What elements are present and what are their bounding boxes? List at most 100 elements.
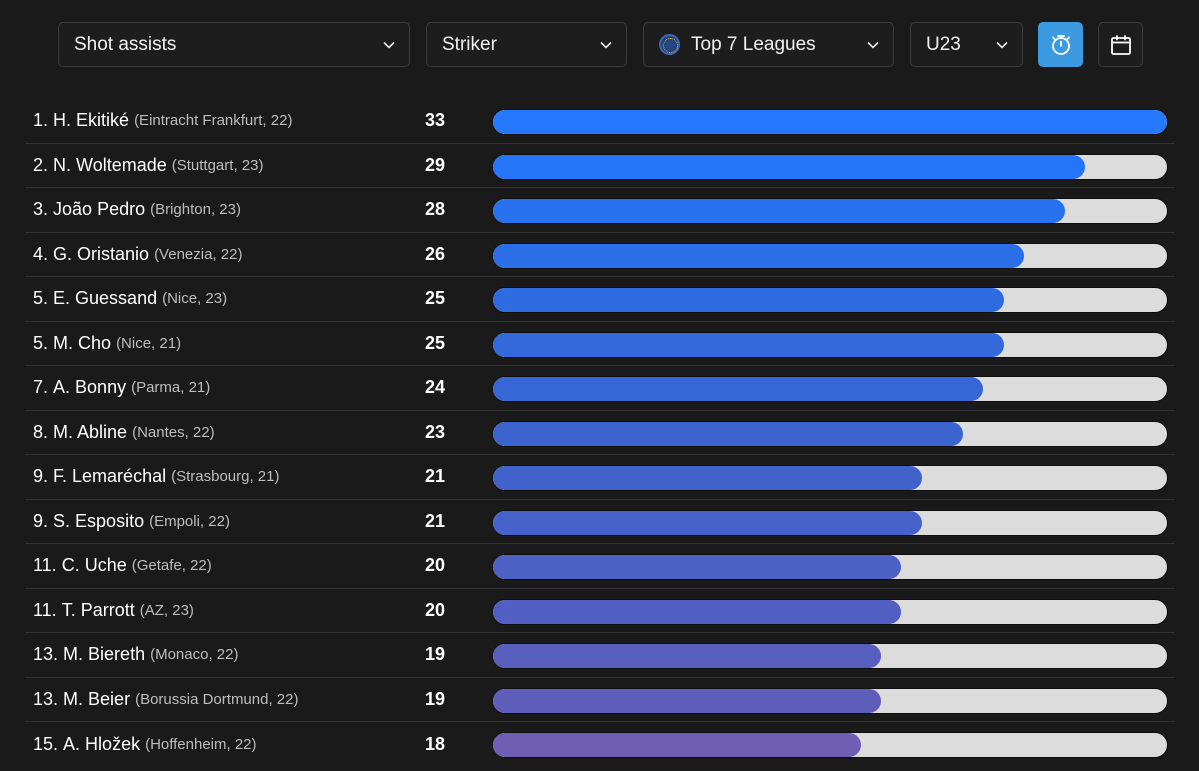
player-label[interactable]: 11. T. Parrott (AZ, 23)	[33, 589, 194, 633]
value-bar-fill	[493, 688, 882, 713]
player-rank: 11.	[33, 555, 57, 576]
player-meta: (Empoli, 22)	[149, 512, 230, 530]
value-bar-track	[492, 643, 1168, 669]
per-90-toggle-button[interactable]	[1038, 22, 1083, 67]
player-value: 19	[424, 688, 446, 709]
player-meta: (Nice, 23)	[162, 290, 228, 308]
value-bar-track	[492, 687, 1168, 714]
value-bar-track	[492, 331, 1168, 358]
player-name: M. Cho	[53, 332, 112, 353]
value-bar-fill	[493, 644, 882, 668]
league-select-value: Top 7 Leagues	[691, 33, 816, 55]
player-rank: 8.	[33, 421, 49, 442]
player-row[interactable]: 13. M. Biereth (Monaco, 22) 19	[25, 633, 1175, 678]
player-row[interactable]: 13. M. Beier (Borussia Dortmund, 22) 19	[25, 678, 1175, 722]
calendar-icon	[1110, 34, 1131, 55]
player-label[interactable]: 7. A. Bonny (Parma, 21)	[33, 366, 210, 410]
season-calendar-button[interactable]	[1098, 22, 1143, 67]
position-select[interactable]: Striker	[426, 22, 627, 67]
age-select[interactable]: U23	[910, 22, 1023, 67]
player-row[interactable]: 1. H. Ekitiké (Eintracht Frankfurt, 22) 33	[25, 99, 1175, 144]
player-label[interactable]: 13. M. Beier (Borussia Dortmund, 22)	[33, 678, 298, 722]
player-meta: (Eintracht Frankfurt, 22)	[134, 112, 293, 130]
chevron-down-icon	[867, 41, 879, 49]
player-row[interactable]: 5. M. Cho (Nice, 21) 25	[25, 322, 1175, 366]
player-label[interactable]: 8. M. Abline (Nantes, 22)	[33, 411, 215, 455]
player-meta: (Hoffenheim, 22)	[145, 735, 257, 753]
player-name: N. Woltemade	[53, 154, 167, 175]
player-label[interactable]: 5. M. Cho (Nice, 21)	[33, 322, 181, 366]
player-value: 26	[424, 243, 446, 264]
player-name: H. Ekitiké	[53, 110, 130, 131]
player-label[interactable]: 2. N. Woltemade (Stuttgart, 23)	[33, 144, 263, 188]
player-label[interactable]: 4. G. Oristanio (Venezia, 22)	[33, 233, 242, 277]
player-row[interactable]: 9. S. Esposito (Empoli, 22) 21	[25, 500, 1175, 544]
player-name: M. Biereth	[63, 644, 146, 665]
value-bar-fill	[493, 599, 902, 624]
player-name: G. Oristanio	[53, 243, 150, 264]
player-label[interactable]: 15. A. Hložek (Hoffenheim, 22)	[33, 722, 257, 767]
player-label[interactable]: 5. E. Guessand (Nice, 23)	[33, 277, 227, 321]
player-meta: (Stuttgart, 23)	[171, 156, 264, 174]
player-rank: 7.	[33, 377, 49, 398]
value-bar-track	[492, 287, 1168, 313]
value-bar-track	[492, 732, 1168, 758]
position-select-value: Striker	[442, 33, 497, 55]
player-row[interactable]: 3. João Pedro (Brighton, 23) 28	[25, 188, 1175, 233]
globe-icon	[659, 34, 680, 55]
player-rank: 11.	[33, 599, 57, 620]
value-bar-track	[492, 509, 1168, 536]
player-row[interactable]: 2. N. Woltemade (Stuttgart, 23) 29	[25, 144, 1175, 188]
player-label[interactable]: 3. João Pedro (Brighton, 23)	[33, 188, 241, 232]
player-row[interactable]: 11. C. Uche (Getafe, 22) 20	[25, 544, 1175, 589]
value-bar-fill	[493, 421, 963, 446]
player-name: A. Hložek	[63, 733, 141, 754]
value-bar-fill	[493, 377, 984, 401]
player-name: T. Parrott	[61, 599, 135, 620]
player-row[interactable]: 9. F. Lemaréchal (Strasbourg, 21) 21	[25, 455, 1175, 500]
metric-select-value: Shot assists	[74, 33, 177, 55]
player-name: M. Beier	[63, 688, 131, 709]
player-label[interactable]: 9. S. Esposito (Empoli, 22)	[33, 500, 230, 544]
player-rank: 3.	[33, 199, 49, 220]
player-meta: (Getafe, 22)	[131, 557, 212, 575]
value-bar-fill	[493, 332, 1004, 357]
player-rank: 15.	[33, 733, 59, 754]
player-name: M. Abline	[53, 421, 128, 442]
value-bar-track	[492, 198, 1168, 224]
player-rank: 1.	[33, 110, 49, 131]
player-value: 28	[424, 199, 446, 220]
player-name: S. Esposito	[53, 510, 145, 531]
value-bar-track	[492, 376, 1168, 402]
player-name: E. Guessand	[53, 288, 158, 309]
player-row[interactable]: 5. E. Guessand (Nice, 23) 25	[25, 277, 1175, 322]
player-value: 25	[424, 288, 446, 309]
player-value: 18	[424, 733, 446, 754]
player-meta: (Parma, 21)	[131, 379, 211, 397]
player-label[interactable]: 1. H. Ekitiké (Eintracht Frankfurt, 22)	[33, 99, 292, 143]
player-label[interactable]: 11. C. Uche (Getafe, 22)	[33, 544, 212, 588]
value-bar-track	[492, 598, 1168, 625]
value-bar-track	[492, 242, 1168, 269]
player-meta: (Venezia, 22)	[154, 245, 243, 263]
player-row[interactable]: 8. M. Abline (Nantes, 22) 23	[25, 411, 1175, 455]
player-row[interactable]: 4. G. Oristanio (Venezia, 22) 26	[25, 233, 1175, 277]
player-rank: 9.	[33, 510, 49, 531]
player-row[interactable]: 7. A. Bonny (Parma, 21) 24	[25, 366, 1175, 411]
metric-select[interactable]: Shot assists	[58, 22, 410, 67]
player-label[interactable]: 13. M. Biereth (Monaco, 22)	[33, 633, 238, 677]
value-bar-fill	[493, 243, 1025, 268]
value-bar-track	[492, 420, 1168, 447]
player-label[interactable]: 9. F. Lemaréchal (Strasbourg, 21)	[33, 455, 279, 499]
player-name: C. Uche	[61, 555, 127, 576]
value-bar-fill	[493, 154, 1086, 179]
player-value: 23	[424, 421, 446, 442]
player-row[interactable]: 11. T. Parrott (AZ, 23) 20	[25, 589, 1175, 633]
player-rank: 9.	[33, 466, 49, 487]
ranking-list: 1. H. Ekitiké (Eintracht Frankfurt, 22) 33…	[25, 99, 1175, 767]
value-bar-fill	[493, 288, 1004, 312]
value-bar-track	[492, 465, 1168, 491]
league-select[interactable]: Top 7 Leagues	[643, 22, 894, 67]
player-row[interactable]: 15. A. Hložek (Hoffenheim, 22) 18	[25, 722, 1175, 767]
value-bar-fill	[493, 199, 1065, 223]
